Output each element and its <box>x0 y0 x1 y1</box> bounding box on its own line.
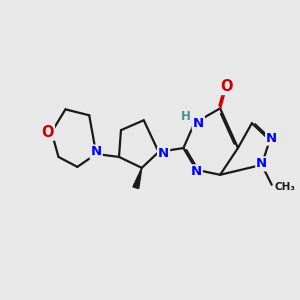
Text: N: N <box>158 148 169 160</box>
Text: N: N <box>191 165 202 178</box>
Text: O: O <box>220 79 232 94</box>
Text: H: H <box>181 110 190 123</box>
Text: N: N <box>256 158 267 170</box>
Text: CH₃: CH₃ <box>275 182 296 192</box>
Text: O: O <box>41 125 54 140</box>
Text: N: N <box>91 146 102 158</box>
Text: N: N <box>193 117 204 130</box>
Polygon shape <box>133 168 142 188</box>
Text: N: N <box>266 132 277 145</box>
